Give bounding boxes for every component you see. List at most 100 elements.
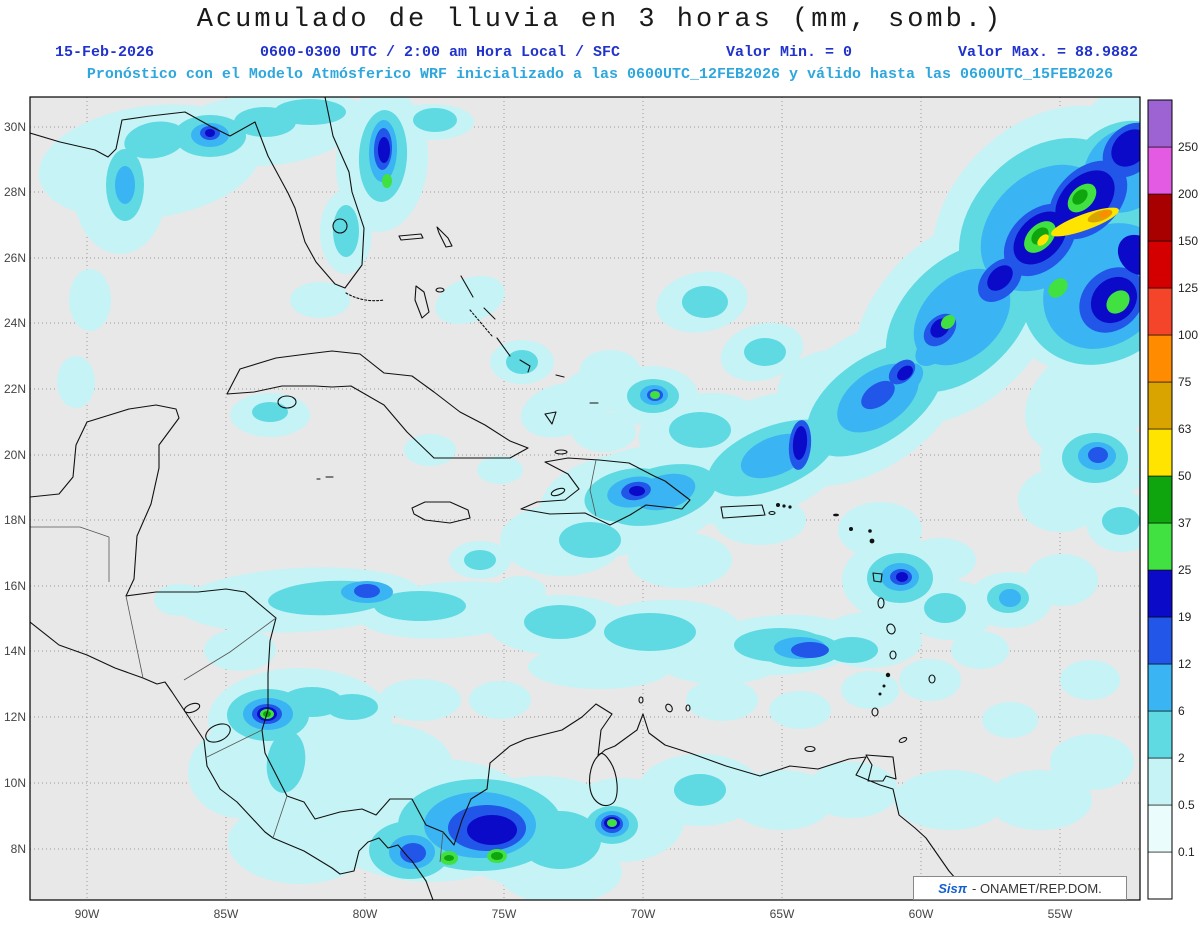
island-grenada xyxy=(871,707,879,717)
island-tobago xyxy=(898,736,908,744)
branding-box: Sisπ - ONAMET/REP.DOM. xyxy=(913,876,1127,900)
colorbar-segment xyxy=(1147,334,1173,383)
precip-cell xyxy=(987,265,1013,291)
colorbar-tick-label: 0.5 xyxy=(1178,798,1195,812)
colorbar-segment xyxy=(1147,146,1173,195)
island-virgin-2 xyxy=(782,504,786,508)
island-aruba xyxy=(638,696,644,704)
colorbar-tick-label: 150 xyxy=(1178,234,1198,248)
precip-cell xyxy=(354,584,380,598)
lat-tick-label: 26N xyxy=(4,251,26,265)
precip-cell xyxy=(1088,447,1108,463)
precip-cell xyxy=(686,679,758,721)
colorbar-segment xyxy=(1147,475,1173,524)
island-virgin-1 xyxy=(776,503,780,507)
precip-cell xyxy=(469,681,531,719)
colorbar-segment xyxy=(1147,99,1173,148)
lon-tick-label: 60W xyxy=(909,907,934,921)
precip-cell xyxy=(838,502,922,558)
value-min-label: Valor Min. = 0 xyxy=(725,44,852,61)
precip-cell xyxy=(205,129,215,137)
precip-cell xyxy=(188,726,292,818)
precip-cell xyxy=(467,815,517,845)
precip-cell xyxy=(326,694,378,720)
precip-cell xyxy=(1048,278,1068,298)
precip-cell xyxy=(982,702,1038,738)
lon-tick-label: 90W xyxy=(75,907,100,921)
colorbar-tick-label: 63 xyxy=(1178,422,1192,436)
island-anguilla xyxy=(833,513,839,517)
country-borders xyxy=(30,459,597,863)
precip-cell xyxy=(826,637,878,663)
precip-cell xyxy=(564,368,636,412)
lat-tick-label: 22N xyxy=(4,382,26,396)
lat-tick-label: 8N xyxy=(11,842,26,856)
precip-cell xyxy=(897,365,913,381)
colorbar-segment xyxy=(1147,287,1173,336)
island-st-kitts xyxy=(849,527,853,531)
precip-cell xyxy=(607,819,617,827)
colorbar-segment xyxy=(1147,851,1173,900)
branding-org: - ONAMET/REP.DOM. xyxy=(972,880,1102,896)
lake-nicaragua xyxy=(205,723,231,743)
colorbar-tick-label: 200 xyxy=(1178,187,1198,201)
lon-tick-label: 75W xyxy=(492,907,517,921)
map-frame xyxy=(29,96,1141,901)
forecast-date: 15-Feb-2026 xyxy=(55,44,155,61)
island-long xyxy=(496,337,511,357)
precip-cell xyxy=(524,605,596,639)
lake-maracaibo xyxy=(588,752,618,807)
border-honduras-nicaragua xyxy=(183,617,277,681)
precip-cell xyxy=(290,282,350,318)
island-hispaniola xyxy=(520,457,691,526)
island-st-vincent xyxy=(885,672,891,678)
precip-cell xyxy=(806,762,898,818)
colorbar-tick-label: 50 xyxy=(1178,469,1192,483)
islands-cayman xyxy=(316,476,334,480)
precip-cell xyxy=(1117,234,1140,276)
island-inagua xyxy=(544,411,557,425)
island-jamaica xyxy=(411,501,471,524)
precip-cell xyxy=(1111,129,1140,167)
precip-cell xyxy=(382,174,392,188)
precip-cell xyxy=(769,691,831,729)
island-tortuga xyxy=(554,449,568,455)
precip-cell xyxy=(400,843,426,863)
precip-cell xyxy=(69,269,111,331)
colorbar-segment xyxy=(1147,240,1173,289)
island-st-lucia xyxy=(889,650,897,660)
precip-cell xyxy=(228,800,372,884)
lon-tick-label: 80W xyxy=(353,907,378,921)
lat-tick-label: 18N xyxy=(4,513,26,527)
lon-tick-label: 55W xyxy=(1048,907,1073,921)
island-abaco xyxy=(436,226,453,248)
colorbar-tick-label: 75 xyxy=(1178,375,1192,389)
island-curacao xyxy=(665,703,673,713)
island-exuma xyxy=(469,309,493,337)
precip-cell xyxy=(792,426,808,460)
colorbar-tick-label: 125 xyxy=(1178,281,1198,295)
forecast-valid-time: 0600-0300 UTC / 2:00 am Hora Local / SFC xyxy=(259,44,621,61)
colorbar-tick-label: 0.1 xyxy=(1178,845,1195,859)
precip-cell xyxy=(714,495,806,545)
precip-cell xyxy=(266,731,306,793)
island-margarita xyxy=(804,745,816,753)
precip-cell xyxy=(674,774,726,806)
precip-cell xyxy=(791,642,829,658)
precip-cell xyxy=(951,631,1009,669)
colorbar-segment xyxy=(1147,193,1173,242)
precip-cell xyxy=(274,99,346,125)
island-virgin-3 xyxy=(788,505,792,509)
precip-cell xyxy=(924,593,966,623)
colorbar-tick-label: 100 xyxy=(1178,328,1198,342)
lat-tick-label: 10N xyxy=(4,776,26,790)
precip-cell xyxy=(413,108,457,132)
precip-cell xyxy=(1106,290,1130,314)
precip-cell xyxy=(841,671,899,709)
lon-tick-label: 70W xyxy=(631,907,656,921)
precip-cell xyxy=(124,121,186,159)
lat-tick-label: 16N xyxy=(4,579,26,593)
colorbar-segment xyxy=(1147,616,1173,665)
colorbar-segment xyxy=(1147,522,1173,571)
